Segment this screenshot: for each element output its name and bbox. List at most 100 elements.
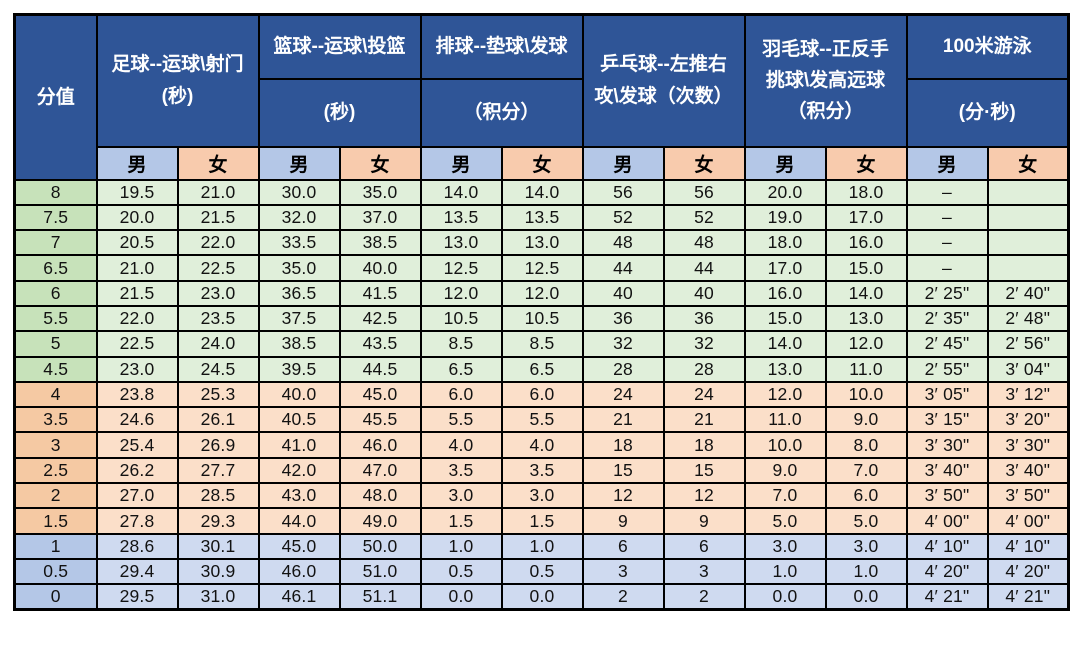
data-cell: 0.0 xyxy=(743,583,827,611)
data-cell: 46.1 xyxy=(257,583,341,611)
data-cell: 12 xyxy=(662,482,746,510)
data-cell: 23.0 xyxy=(176,279,260,307)
data-cell: 17.0 xyxy=(743,254,827,282)
data-cell: 28.5 xyxy=(176,482,260,510)
data-cell: 45.5 xyxy=(338,406,422,434)
data-cell: 24.0 xyxy=(176,330,260,358)
table-row: 5.5 22.0 23.5 37.5 42.5 10.5 10.5 36 36 15.0 13.0 2… xyxy=(13,304,1070,333)
data-cell: 16.0 xyxy=(743,279,827,307)
data-cell: 4′ 21" xyxy=(905,583,989,611)
score-value-cell: 6.5 xyxy=(13,254,98,282)
score-value-cell: 6 xyxy=(13,279,98,307)
data-cell: 12.5 xyxy=(500,254,584,282)
data-cell: 0.0 xyxy=(419,583,503,611)
data-cell: 0.5 xyxy=(419,557,503,586)
score-value-cell: 2.5 xyxy=(13,456,98,485)
data-cell: 40 xyxy=(581,279,665,307)
data-cell: 8.5 xyxy=(500,330,584,358)
data-cell: 11.0 xyxy=(824,355,908,383)
data-cell: 19.5 xyxy=(95,178,179,206)
data-cell: 12 xyxy=(581,482,665,510)
data-cell: 10.5 xyxy=(419,304,503,333)
gender-header-female-table-tennis: 女 xyxy=(662,145,746,181)
data-cell: 28.6 xyxy=(95,532,179,560)
data-cell: 3 xyxy=(662,557,746,586)
data-cell: 3′ 50" xyxy=(905,482,989,510)
data-cell: 37.5 xyxy=(257,304,341,333)
data-cell: 18.0 xyxy=(824,178,908,206)
data-cell: 14.0 xyxy=(500,178,584,206)
data-cell: 15 xyxy=(581,456,665,485)
data-cell: 1.0 xyxy=(419,532,503,560)
data-cell: 40.0 xyxy=(257,380,341,409)
data-cell: 46.0 xyxy=(338,431,422,459)
data-cell: 7.0 xyxy=(743,482,827,510)
data-cell: 18.0 xyxy=(743,229,827,257)
data-cell: 43.5 xyxy=(338,330,422,358)
data-cell: 2′ 48" xyxy=(986,304,1070,333)
data-cell: 3′ 12" xyxy=(986,380,1070,409)
data-cell: 14.0 xyxy=(419,178,503,206)
table-row: 7 20.5 22.0 33.5 38.5 13.0 13.0 48 48 18.0 16.0– xyxy=(13,229,1070,257)
data-cell: 14.0 xyxy=(743,330,827,358)
score-value-cell: 3 xyxy=(13,431,98,459)
data-cell: 24.5 xyxy=(176,355,260,383)
data-cell: 3′ 40" xyxy=(986,456,1070,485)
data-cell: 3.0 xyxy=(743,532,827,560)
data-cell: 27.8 xyxy=(95,507,179,535)
data-cell: 22.0 xyxy=(176,229,260,257)
data-cell: 23.8 xyxy=(95,380,179,409)
data-cell: 13.0 xyxy=(743,355,827,383)
data-cell: 52 xyxy=(581,203,665,232)
data-cell: 5.5 xyxy=(500,406,584,434)
data-cell: 3′ 20" xyxy=(986,406,1070,434)
table-row: 4 23.8 25.3 40.0 45.0 6.0 6.0 24 24 12.0 10.0 3′ 05… xyxy=(13,380,1070,409)
data-cell: 4′ 10" xyxy=(905,532,989,560)
data-cell: 6.0 xyxy=(419,380,503,409)
data-cell: 24 xyxy=(662,380,746,409)
data-cell: 44 xyxy=(581,254,665,282)
table-row: 6 21.5 23.0 36.5 41.5 12.0 12.0 40 40 16.0 14.0 2′ … xyxy=(13,279,1070,307)
data-cell: 2′ 55" xyxy=(905,355,989,383)
data-cell: 38.5 xyxy=(338,229,422,257)
data-cell: 51.0 xyxy=(338,557,422,586)
data-cell: 2′ 45" xyxy=(905,330,989,358)
data-cell: 45.0 xyxy=(338,380,422,409)
data-cell: 6.0 xyxy=(824,482,908,510)
data-cell: 4′ 10" xyxy=(986,532,1070,560)
data-cell: 36 xyxy=(662,304,746,333)
data-cell: 48 xyxy=(581,229,665,257)
data-cell: 7.0 xyxy=(824,456,908,485)
data-cell: 40.5 xyxy=(257,406,341,434)
data-cell: 42.0 xyxy=(257,456,341,485)
score-column-header: 分值 xyxy=(13,13,98,181)
data-cell: 56 xyxy=(581,178,665,206)
score-value-cell: 4.5 xyxy=(13,355,98,383)
data-cell: – xyxy=(905,178,989,206)
data-cell: 4′ 20" xyxy=(986,557,1070,586)
data-cell: 4.0 xyxy=(419,431,503,459)
data-cell: 2′ 56" xyxy=(986,330,1070,358)
data-cell: 27.7 xyxy=(176,456,260,485)
data-cell: 47.0 xyxy=(338,456,422,485)
data-cell: 12.5 xyxy=(419,254,503,282)
data-cell: 38.5 xyxy=(257,330,341,358)
score-value-cell: 2 xyxy=(13,482,98,510)
data-cell: 26.2 xyxy=(95,456,179,485)
gender-header-female-basketball: 女 xyxy=(338,145,422,181)
table-row: 5 22.5 24.0 38.5 43.5 8.5 8.5 32 32 14.0 12.0 2′ 45… xyxy=(13,330,1070,358)
data-cell: 13.0 xyxy=(419,229,503,257)
score-value-cell: 1 xyxy=(13,532,98,560)
data-cell: 5.0 xyxy=(743,507,827,535)
data-cell: 32.0 xyxy=(257,203,341,232)
data-cell: 11.0 xyxy=(743,406,827,434)
gender-header-male-swimming: 男 xyxy=(905,145,989,181)
data-cell: 36 xyxy=(581,304,665,333)
data-cell xyxy=(986,178,1070,206)
data-cell: 20.0 xyxy=(743,178,827,206)
score-value-cell: 0.5 xyxy=(13,557,98,586)
data-cell: 20.5 xyxy=(95,229,179,257)
data-cell: 0.5 xyxy=(500,557,584,586)
data-cell: 25.3 xyxy=(176,380,260,409)
data-cell: 2′ 40" xyxy=(986,279,1070,307)
